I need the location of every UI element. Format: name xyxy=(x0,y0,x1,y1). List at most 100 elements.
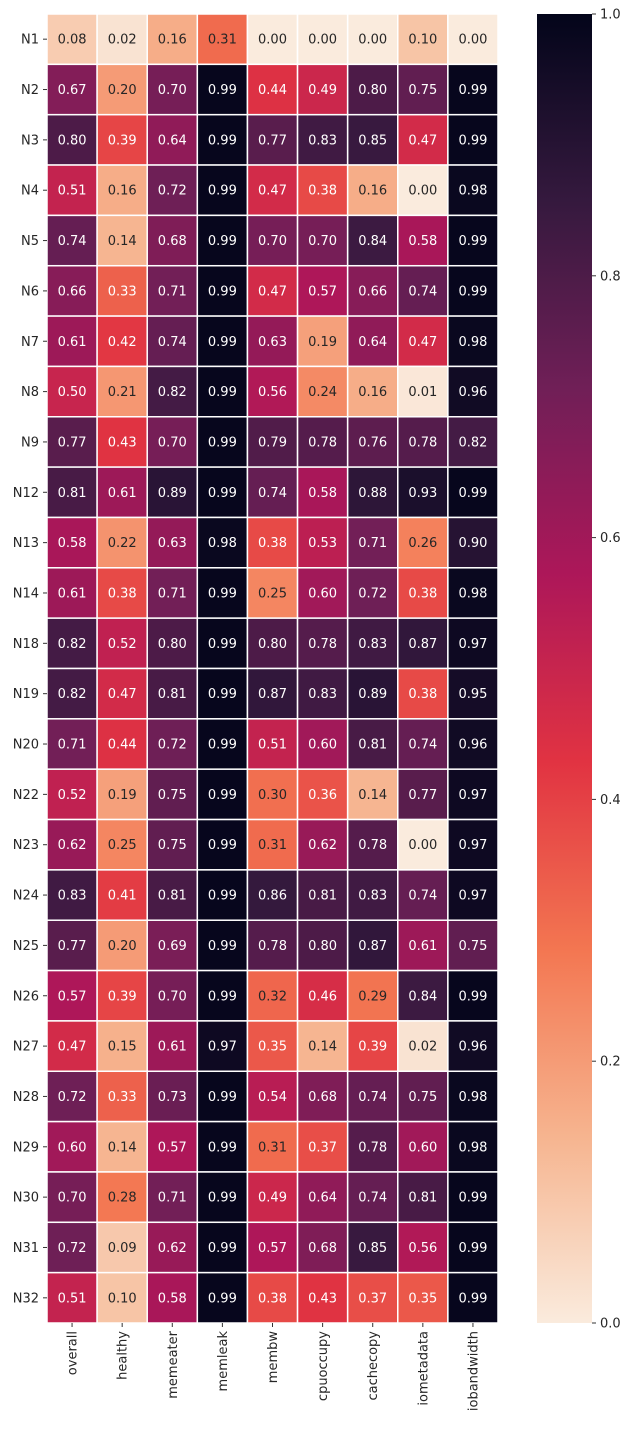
cell-value-label: 0.44 xyxy=(108,738,137,753)
heatmap-cell xyxy=(296,1221,349,1274)
row-tick-label: N6 xyxy=(21,284,39,299)
cell-value-label: 0.72 xyxy=(158,184,187,199)
heatmap-cell xyxy=(246,667,299,720)
cell-value-label: 0.50 xyxy=(58,385,87,400)
cell-value-label: 0.00 xyxy=(358,33,387,48)
heatmap-cell xyxy=(196,617,249,670)
column-tick-label: healthy xyxy=(116,1331,131,1380)
heatmap-cell xyxy=(246,718,299,770)
cell-value-label: 0.97 xyxy=(458,788,487,803)
cell-value-label: 0.39 xyxy=(108,989,137,1004)
cell-value-label: 0.99 xyxy=(208,939,237,954)
cell-value-label: 0.16 xyxy=(158,33,187,48)
cell-value-label: 0.93 xyxy=(408,486,437,501)
cell-value-label: 0.78 xyxy=(408,435,437,450)
row-tick-label: N25 xyxy=(13,939,39,954)
heatmap-cell xyxy=(96,667,148,720)
cell-value-label: 0.96 xyxy=(458,385,487,400)
cell-value-label: 0.71 xyxy=(158,284,187,299)
heatmap-cell xyxy=(246,516,299,569)
heatmap-cell xyxy=(146,63,199,116)
colorbar-tick-label: 0.6 xyxy=(600,531,621,546)
cell-value-label: 0.73 xyxy=(158,1090,187,1105)
heatmap-cell xyxy=(196,768,249,821)
cell-value-label: 0.44 xyxy=(258,83,287,98)
heatmap-cell xyxy=(346,617,399,670)
cell-value-label: 0.75 xyxy=(458,939,487,954)
heatmap-cell xyxy=(296,264,349,317)
cell-value-label: 0.35 xyxy=(258,1040,287,1055)
heatmap-cell xyxy=(146,1171,199,1224)
heatmap-cell xyxy=(46,1221,98,1274)
heatmap-cell xyxy=(196,466,249,519)
heatmap-cell xyxy=(146,264,199,317)
cell-value-label: 0.82 xyxy=(458,435,487,450)
heatmap-cell xyxy=(46,264,98,317)
colorbar-tick-label: 1.0 xyxy=(600,8,621,23)
heatmap-cell xyxy=(447,969,499,1022)
heatmap-cell-labels: 0.08 0.02 0.16 0.31 0.00 0.00 0.00 0.10 0.00 0.67… xyxy=(58,33,488,1307)
heatmap-cell xyxy=(346,869,399,921)
cell-value-label: 0.72 xyxy=(58,1090,87,1105)
cell-value-label: 0.68 xyxy=(308,1241,337,1256)
cell-value-label: 0.10 xyxy=(408,33,437,48)
cell-value-label: 0.75 xyxy=(158,838,187,853)
cell-value-label: 0.14 xyxy=(358,788,387,803)
heatmap-cell xyxy=(346,1070,399,1123)
cell-value-label: 0.70 xyxy=(158,435,187,450)
cell-value-label: 0.74 xyxy=(358,1191,387,1206)
cell-value-label: 0.62 xyxy=(308,838,337,853)
row-tick-label: N9 xyxy=(21,435,39,450)
cell-value-label: 0.38 xyxy=(258,1291,287,1306)
cell-value-label: 0.78 xyxy=(258,939,287,954)
column-tick-label: iobandwidth xyxy=(466,1331,481,1411)
cell-value-label: 0.10 xyxy=(108,1291,137,1306)
cell-value-label: 0.71 xyxy=(158,1191,187,1206)
heatmap-cell xyxy=(447,869,499,921)
heatmap-cell xyxy=(447,516,499,569)
cell-value-label: 0.99 xyxy=(458,284,487,299)
row-tick-label: N20 xyxy=(13,738,39,753)
heatmap-cell xyxy=(246,113,299,166)
cell-value-label: 0.78 xyxy=(358,838,387,853)
heatmap-cell xyxy=(196,818,249,871)
cell-value-label: 0.77 xyxy=(58,939,87,954)
cell-value-label: 0.47 xyxy=(258,284,287,299)
cell-value-label: 0.95 xyxy=(458,687,487,702)
heatmap-cell xyxy=(447,214,499,267)
cell-value-label: 0.38 xyxy=(408,586,437,601)
heatmap-cell xyxy=(296,416,349,468)
cell-value-label: 0.96 xyxy=(458,1040,487,1055)
row-tick-label: N27 xyxy=(13,1040,39,1055)
heatmap-cell xyxy=(397,1020,449,1073)
cell-value-label: 0.58 xyxy=(308,486,337,501)
row-tick-label: N1 xyxy=(21,33,39,48)
heatmap-cell xyxy=(96,617,148,670)
heatmap-cell xyxy=(296,667,349,720)
cell-value-label: 0.14 xyxy=(108,1140,137,1155)
cell-value-label: 0.99 xyxy=(458,1291,487,1306)
heatmap-cell xyxy=(296,718,349,770)
heatmap-cell xyxy=(447,1120,499,1173)
heatmap-cell xyxy=(397,768,449,821)
cell-value-label: 0.99 xyxy=(458,486,487,501)
heatmap-cell xyxy=(397,13,449,66)
row-tick-label: N13 xyxy=(13,536,39,551)
heatmap-cell xyxy=(96,1070,148,1123)
heatmap-cell xyxy=(96,164,148,217)
cell-value-label: 0.89 xyxy=(358,687,387,702)
row-tick-label: N22 xyxy=(13,788,39,803)
heatmap-cell xyxy=(246,1271,299,1324)
heatmap-cell xyxy=(296,919,349,972)
cell-value-label: 0.98 xyxy=(458,586,487,601)
cell-value-label: 0.72 xyxy=(358,586,387,601)
cell-value-label: 0.99 xyxy=(208,184,237,199)
column-axis: overall healthy memeater memleak membw cpuocc… xyxy=(66,1323,481,1411)
cell-value-label: 0.60 xyxy=(308,738,337,753)
cell-value-label: 0.77 xyxy=(408,788,437,803)
heatmap-cell xyxy=(397,63,449,116)
cell-value-label: 0.81 xyxy=(158,889,187,904)
cell-value-label: 0.60 xyxy=(408,1140,437,1155)
cell-value-label: 0.82 xyxy=(58,637,87,652)
cell-value-label: 0.82 xyxy=(58,687,87,702)
